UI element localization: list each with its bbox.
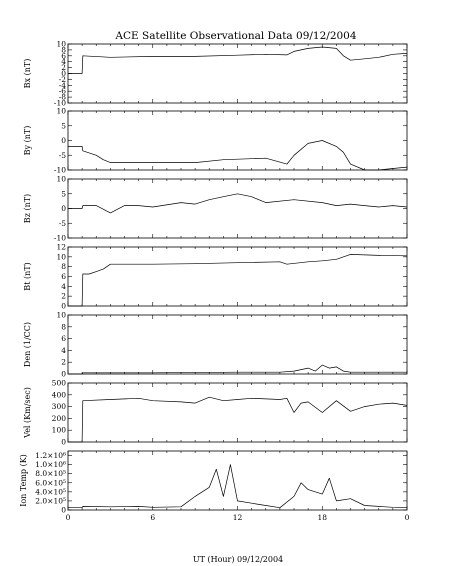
vel-ytick-label: 300 <box>52 402 67 411</box>
temp-ytick-label: 2.0×10⁵ <box>35 496 66 505</box>
panel-by: 10 5 0 -5 -10 By (nT) <box>23 107 408 175</box>
x-tick-label: 6 <box>150 513 155 522</box>
x-tick-label: 12 <box>233 513 243 522</box>
panel-den: 10 8 6 4 2 0 Den (1/CC) <box>23 311 408 379</box>
temp-ylabel: Ion Temp (K) <box>19 454 28 507</box>
bx-ytick-label: 4 <box>61 57 66 66</box>
bz-series-line <box>68 193 408 214</box>
bz-ytick-label: -5 <box>59 219 67 228</box>
by-ylabel: By (nT) <box>23 126 32 156</box>
bx-ytick-label: -6 <box>59 87 67 96</box>
by-ytick-label: 0 <box>61 136 66 145</box>
x-tick-label: 0 <box>66 513 71 522</box>
bx-ytick-label: -10 <box>54 99 66 108</box>
bz-ytick-label: 10 <box>56 175 66 184</box>
bx-ytick-label: -8 <box>59 93 67 102</box>
bx-ytick-label: 2 <box>61 63 66 72</box>
bt-ytick-label: 2 <box>61 292 66 301</box>
bt-ylabel: Bt (nT) <box>23 262 32 290</box>
temp-ytick-label: 6.0×10⁵ <box>35 478 66 487</box>
bt-ytick-label: 0 <box>61 302 66 311</box>
vel-ytick-label: 400 <box>52 390 67 399</box>
x-tick-label: 18 <box>317 513 327 522</box>
bx-series-line <box>68 46 408 74</box>
bz-ytick-label: 0 <box>61 204 66 213</box>
den-ytick-label: 0 <box>61 370 66 379</box>
bt-frame <box>67 246 408 307</box>
temp-ytick-label: 8.0×10⁵ <box>35 469 66 478</box>
temp-series-line <box>68 464 408 509</box>
bt-ytick-label: 4 <box>61 282 66 291</box>
bx-ytick-label: 6 <box>61 51 66 60</box>
bz-ytick-label: 5 <box>61 189 66 198</box>
bt-ytick-label: 8 <box>61 262 66 271</box>
x-tick-label: 0 <box>405 513 410 522</box>
temp-ytick-label: 1.2×10⁶ <box>35 451 66 460</box>
den-ytick-label: 2 <box>61 358 66 367</box>
den-ytick-label: 10 <box>56 311 66 320</box>
bt-ytick-label: 12 <box>56 243 66 252</box>
bz-ylabel: Bz (nT) <box>23 194 32 223</box>
bx-ytick-label: 8 <box>61 45 66 54</box>
vel-frame <box>67 382 408 443</box>
by-ytick-label: -10 <box>54 166 66 175</box>
vel-ytick-label: 500 <box>52 379 67 388</box>
vel-ylabel: Vel (Km/sec) <box>23 387 32 439</box>
den-series-line <box>68 364 407 375</box>
vel-ytick-label: 0 <box>61 438 66 447</box>
chart-title: ACE Satellite Observational Data 09/12/2… <box>114 30 356 42</box>
bx-ytick-label: -4 <box>59 81 67 90</box>
vel-ytick-label: 100 <box>52 426 67 435</box>
vel-ytick-label: 200 <box>52 414 67 423</box>
temp-ytick-label: 1.0×10⁶ <box>35 460 66 469</box>
by-ytick-label: 10 <box>56 107 66 116</box>
bz-ytick-label: -10 <box>54 234 66 243</box>
bt-ytick-label: 10 <box>56 252 66 261</box>
panel-temp: 1.2×10⁶1.0×10⁶8.0×10⁵6.0×10⁵4.0×10⁵2.0×1… <box>19 450 408 515</box>
by-series-line <box>68 140 408 171</box>
by-ytick-label: 5 <box>61 121 66 130</box>
bx-frame <box>67 43 408 104</box>
panel-bz: 10 5 0 -5 -10 Bz (nT) <box>23 175 408 243</box>
panel-vel: 500 400 300 200 100 0 Vel (Km/sec) <box>23 379 408 447</box>
den-ytick-label: 6 <box>61 334 66 343</box>
bt-ytick-label: 6 <box>61 272 66 281</box>
by-frame <box>67 110 408 171</box>
vel-series-line <box>68 396 408 443</box>
den-ytick-label: 8 <box>61 322 66 331</box>
bx-ytick-label: -2 <box>59 75 67 84</box>
temp-ytick-label: 0 <box>61 506 66 515</box>
temp-ytick-label: 4.0×10⁵ <box>35 487 66 496</box>
den-frame <box>67 314 408 375</box>
bx-ytick-label: 10 <box>56 40 66 49</box>
bx-ytick-label: 0 <box>61 69 66 78</box>
den-ylabel: Den (1/CC) <box>23 322 32 367</box>
x-axis-label: UT (Hour) 09/12/2004 <box>193 555 283 564</box>
bt-series-line <box>68 254 408 307</box>
den-ytick-label: 4 <box>61 346 66 355</box>
by-ytick-label: -5 <box>59 151 67 160</box>
bx-ylabel: Bx (nT) <box>23 59 32 89</box>
